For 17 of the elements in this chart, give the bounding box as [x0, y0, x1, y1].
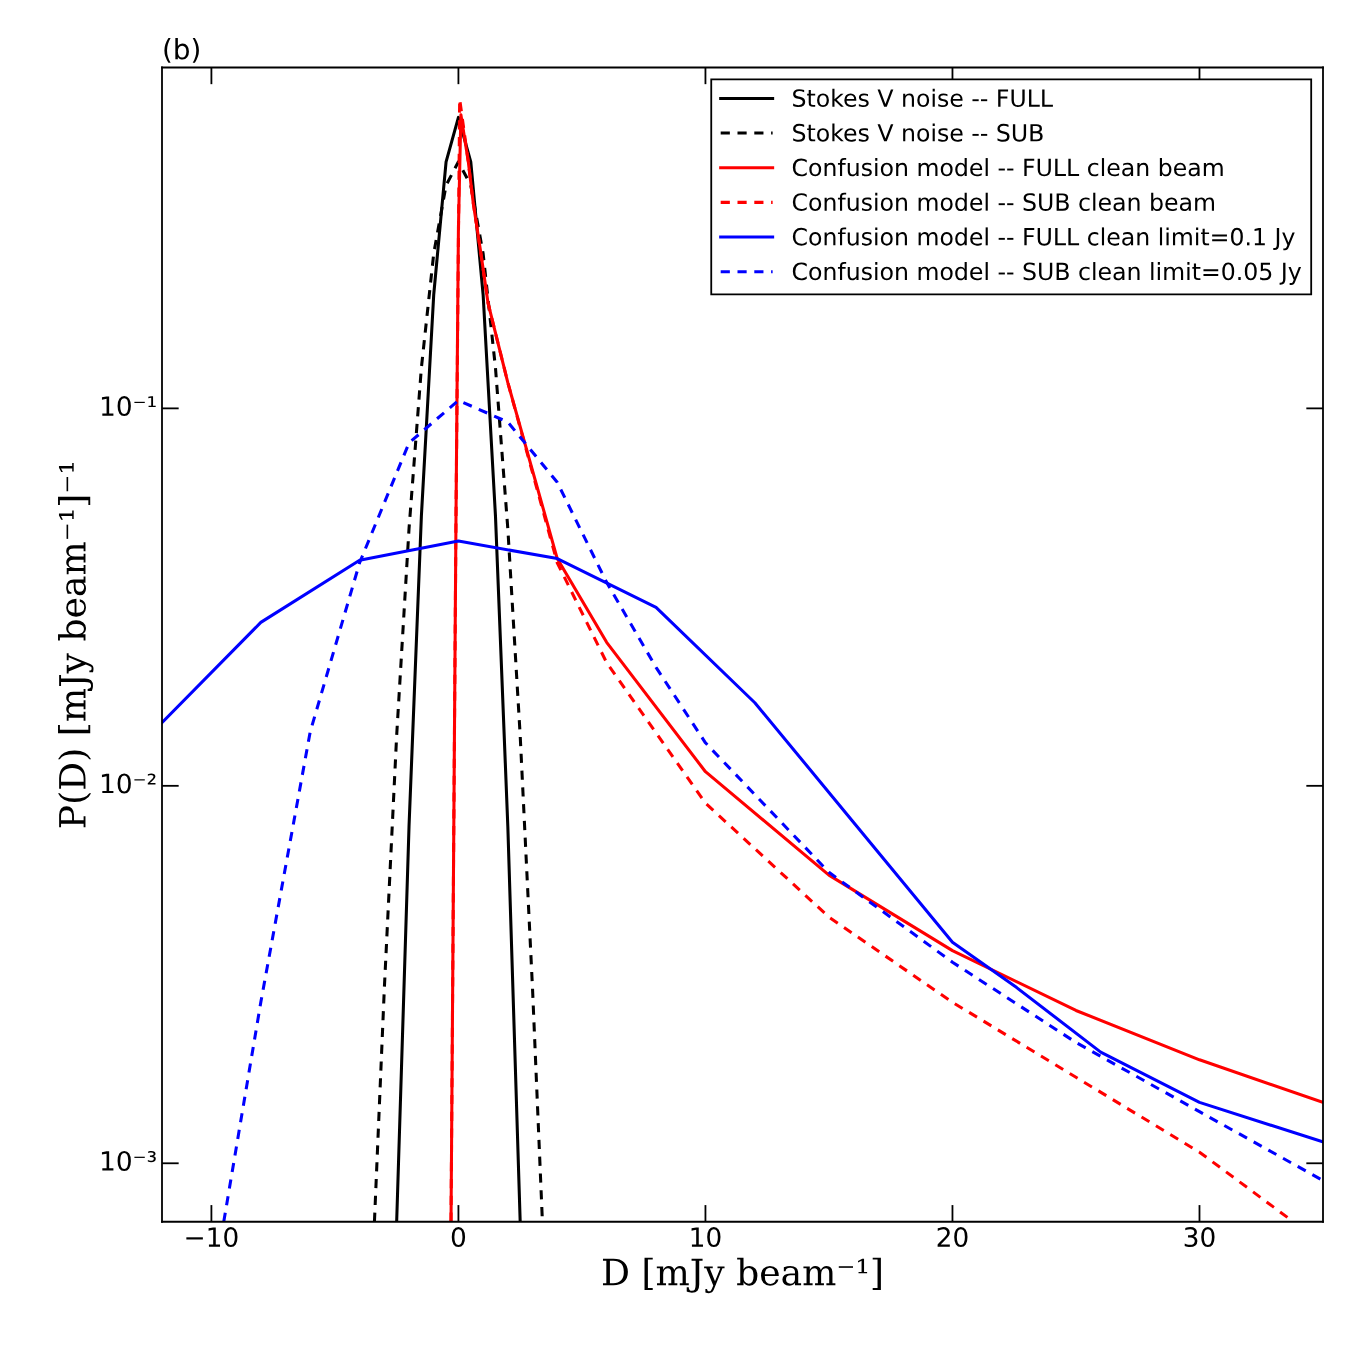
x-tick-label: 20	[937, 1227, 968, 1248]
x-tick-label: 0	[451, 1227, 466, 1248]
legend-label: Stokes V noise -- FULL	[793, 88, 1053, 108]
y-tick-label: 10⁻³	[101, 1150, 156, 1171]
y-tick-label: 10⁻²	[101, 773, 156, 794]
x-tick-label: −10	[186, 1227, 238, 1248]
legend-label: Confusion model -- SUB clean beam	[792, 192, 1214, 211]
chart-title: (b)	[164, 38, 199, 63]
y-axis-title: P(D) [mJy beam⁻¹]⁻¹	[58, 462, 94, 828]
legend-label: Confusion model -- SUB clean limit=0.05 Jy	[792, 262, 1302, 285]
x-axis-title: D [mJy beam⁻¹]	[602, 1257, 881, 1294]
y-tick-label: 10⁻¹	[101, 396, 156, 417]
legend-label: Confusion model -- FULL clean limit=0.1 Jy	[792, 227, 1295, 251]
x-tick-label: 30	[1184, 1227, 1215, 1248]
x-tick-label: 10	[691, 1227, 721, 1248]
legend-label: Confusion model -- FULL clean beam	[792, 158, 1223, 177]
legend-label: Stokes V noise -- SUB	[793, 123, 1043, 142]
